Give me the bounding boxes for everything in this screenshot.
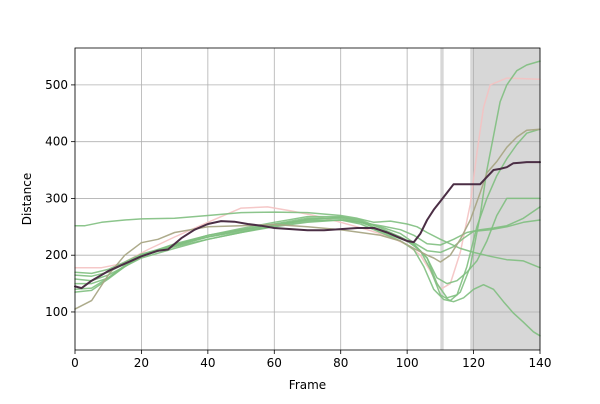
y-axis-label: Distance: [20, 173, 34, 225]
x-tick-label: 40: [200, 356, 215, 370]
x-axis-ticks: 0 20 40 60 80 100 120 140: [71, 350, 551, 370]
series-lines: [74, 60, 541, 337]
x-tick-label: 140: [529, 356, 552, 370]
series-line-10: [74, 161, 541, 290]
series-line-2: [74, 211, 541, 269]
plot-frame: [74, 47, 541, 351]
y-axis-ticks: 100 200 300 400 500: [45, 78, 75, 319]
y-tick-label: 400: [45, 135, 68, 149]
x-tick-label: 120: [462, 356, 485, 370]
series-line-8: [74, 206, 541, 275]
y-tick-label: 200: [45, 248, 68, 262]
x-tick-label: 0: [71, 356, 79, 370]
x-tick-label: 60: [267, 356, 282, 370]
x-tick-label: 100: [396, 356, 419, 370]
x-tick-label: 80: [333, 356, 348, 370]
y-tick-label: 100: [45, 305, 68, 319]
x-tick-label: 20: [134, 356, 149, 370]
y-tick-label: 300: [45, 191, 68, 205]
series-line-9: [74, 128, 541, 310]
x-axis-label: Frame: [289, 378, 326, 392]
y-tick-label: 500: [45, 78, 68, 92]
